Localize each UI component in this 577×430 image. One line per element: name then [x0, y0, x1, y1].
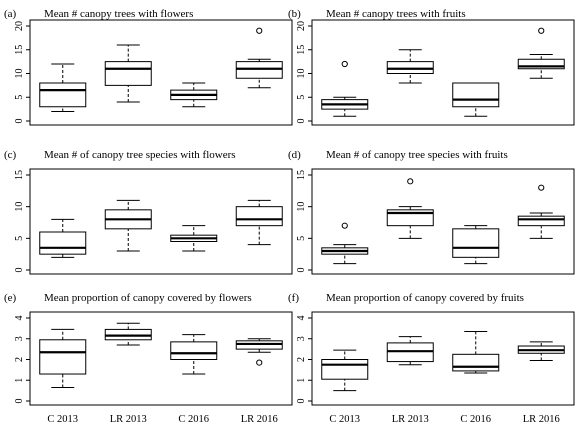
panel-d-frame — [311, 168, 575, 275]
panel-b-ytick-label: 0 — [296, 119, 307, 124]
panel-a-ytick-label: 20 — [14, 21, 25, 31]
panel-f-box — [321, 359, 369, 380]
panel-e-xtick-label: C 2013 — [47, 414, 78, 425]
panel-d-box — [517, 215, 565, 227]
panel-d-ytick-label: 15 — [296, 170, 307, 180]
panel-e-box — [39, 339, 87, 375]
panel-a-ytick-label: 15 — [14, 45, 25, 55]
panel-f-xtick-label: LR 2013 — [392, 414, 429, 425]
panel-b-ytick-label: 15 — [296, 45, 307, 55]
panel-a-box — [39, 82, 87, 108]
panel-a-ytick-label: 10 — [14, 69, 25, 79]
panel-b-outlier — [341, 60, 348, 68]
panel-f-ytick-label: 0 — [296, 399, 307, 404]
panel-e-frame — [29, 311, 293, 406]
panel-a-label: (a) — [4, 8, 17, 20]
panel-f-xtick-label: C 2016 — [460, 414, 491, 425]
panel-f-ytick-label: 1 — [296, 378, 307, 383]
panel-d-label: (d) — [288, 149, 301, 161]
panel-e-ytick-label: 2 — [14, 357, 25, 362]
panel-c-ytick-label: 0 — [14, 268, 25, 273]
panel-e-ytick-label: 1 — [14, 378, 25, 383]
panel-e-ytick-label: 4 — [14, 316, 25, 321]
panel-b-box — [452, 82, 500, 108]
panel-e-title: Mean proportion of canopy covered by flo… — [44, 292, 252, 304]
panel-f-xtick-label: C 2013 — [329, 414, 360, 425]
panel-a-title: Mean # canopy trees with flowers — [44, 8, 193, 20]
panel-b-box — [517, 58, 565, 70]
panel-e-xtick-label: C 2016 — [178, 414, 209, 425]
panel-c-ytick-label: 10 — [14, 202, 25, 212]
panel-b-ytick-label: 10 — [296, 69, 307, 79]
panel-f-ytick-label: 2 — [296, 357, 307, 362]
panel-b-ytick-label: 20 — [296, 21, 307, 31]
panel-b-ytick-label: 5 — [296, 95, 307, 100]
panel-e-ytick-label: 3 — [14, 336, 25, 341]
panel-e-label: (e) — [4, 292, 17, 304]
panel-f-box — [452, 353, 500, 372]
panel-e-box — [170, 341, 218, 360]
panel-b-title: Mean # canopy trees with fruits — [326, 8, 466, 20]
panel-c-title: Mean # of canopy tree species with flowe… — [44, 149, 236, 161]
panel-c-box — [39, 231, 87, 255]
panel-d-box — [452, 228, 500, 258]
panel-e-xtick-label: LR 2016 — [241, 414, 278, 425]
panel-f-label: (f) — [288, 292, 299, 304]
panel-d-title: Mean # of canopy tree species with fruit… — [326, 149, 508, 161]
panel-b-outlier — [538, 27, 545, 34]
panel-e-xtick-label: LR 2013 — [110, 414, 147, 425]
panel-d-outlier — [341, 222, 348, 229]
panel-d-ytick-label: 5 — [296, 236, 307, 241]
panel-d-outlier — [538, 184, 545, 191]
panel-a-ytick-label: 5 — [14, 95, 25, 100]
panel-f-xtick-label: LR 2016 — [523, 414, 560, 425]
panel-f-ytick-label: 4 — [296, 316, 307, 321]
panel-e-outlier — [256, 359, 263, 366]
panel-a-box — [104, 61, 152, 86]
panel-c-ytick-label: 5 — [14, 236, 25, 241]
panel-a-ytick-label: 0 — [14, 119, 25, 124]
panel-c-label: (c) — [4, 149, 17, 161]
panel-c-box — [235, 206, 283, 227]
panel-b-label: (b) — [288, 8, 301, 20]
panel-b-frame — [311, 19, 575, 126]
panel-d-ytick-label: 10 — [296, 202, 307, 212]
panel-a-outlier — [256, 27, 263, 34]
panel-a-frame — [29, 19, 293, 126]
panel-d-ytick-label: 0 — [296, 268, 307, 273]
panel-f-title: Mean proportion of canopy covered by fru… — [326, 292, 524, 304]
panel-d-outlier — [407, 178, 414, 185]
panel-b-box — [386, 61, 434, 74]
panel-f-frame — [311, 311, 575, 406]
panel-e-ytick-label: 0 — [14, 399, 25, 404]
panel-c-ytick-label: 15 — [14, 170, 25, 180]
panel-f-ytick-label: 3 — [296, 336, 307, 341]
panel-c-frame — [29, 168, 293, 275]
panel-a-box — [235, 61, 283, 79]
